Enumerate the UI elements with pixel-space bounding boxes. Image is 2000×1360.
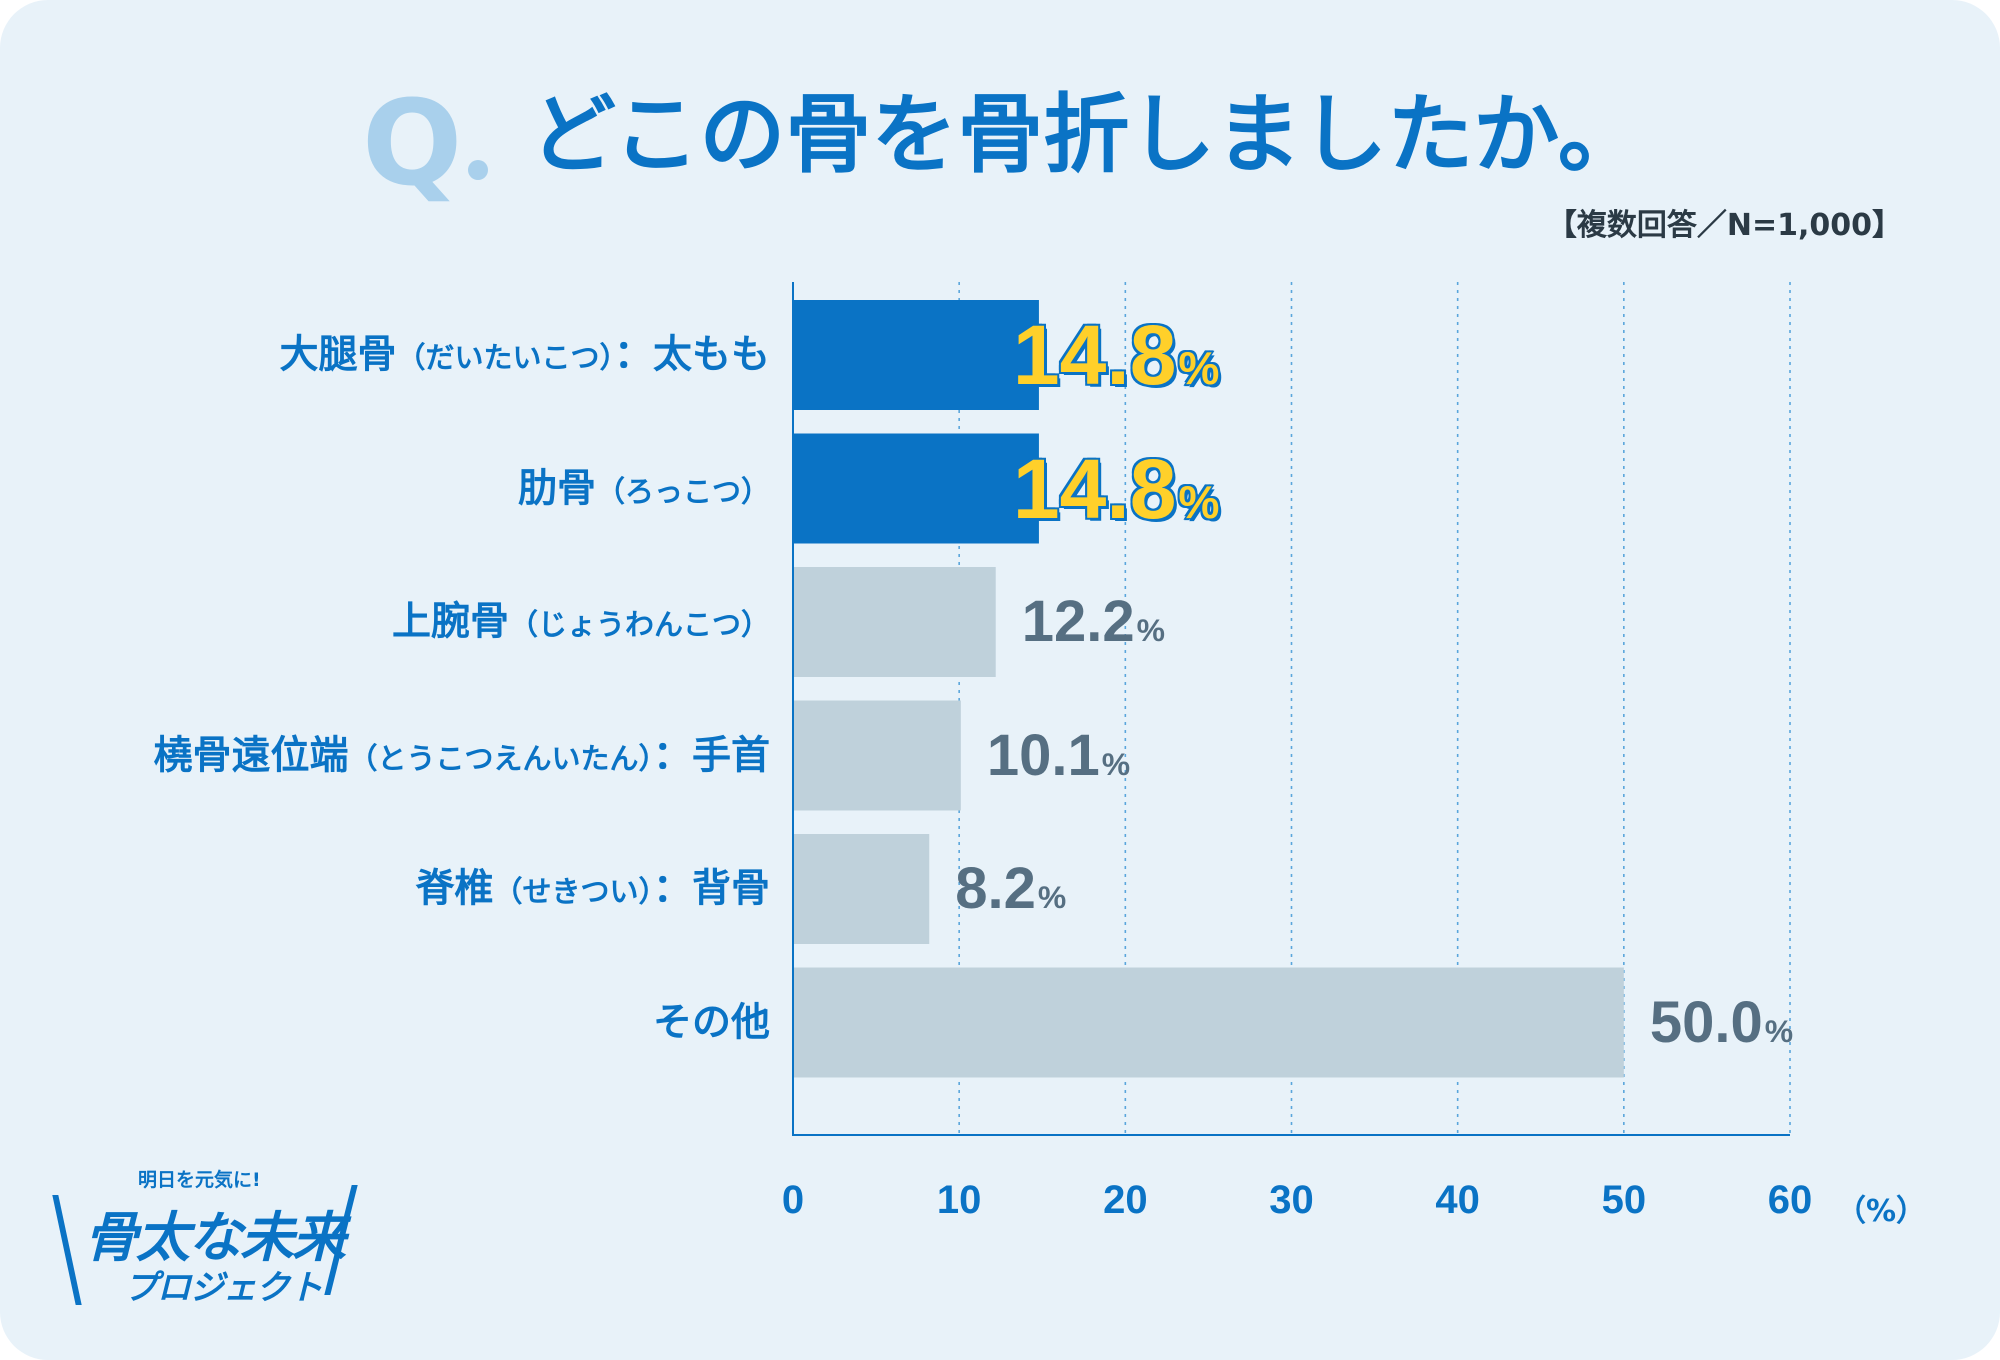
value-label-4: 8.2% [955, 860, 1066, 918]
category-label-0: 大腿骨（だいたいこつ）：太もも [279, 336, 770, 375]
project-logo: 明日を元気に! 骨太な未来 プロジェクト [52, 1165, 358, 1315]
x-tick-40: 40 [1435, 1178, 1480, 1222]
category-main: その他 [652, 1000, 770, 1045]
question-mark-dot [468, 160, 488, 180]
category-label-1: 肋骨（ろっこつ） [518, 469, 770, 508]
value-label-2: 12.2% [1022, 593, 1165, 651]
category-suffix: ：手首 [652, 733, 770, 778]
category-label-5: その他 [653, 1003, 770, 1042]
value-label-3: 10.1% [987, 726, 1131, 785]
bar-3 [793, 700, 961, 811]
x-tick-30: 30 [1269, 1178, 1314, 1222]
sample-note: 【複数回答／N=1,000】 [1546, 208, 1902, 243]
value-unit: % [1177, 342, 1221, 394]
x-tick-20: 20 [1103, 1178, 1148, 1222]
x-tick-50: 50 [1601, 1178, 1647, 1222]
logo-main-text: 骨太な未来 [84, 1206, 346, 1269]
logo-tagline: 明日を元気に! [138, 1169, 261, 1191]
value-number: 50.0 [1649, 989, 1763, 1055]
value-label-5: 50.0% [1650, 993, 1794, 1052]
category-label-2: 上腕骨（じょうわんこつ） [392, 603, 770, 642]
category-reading: （とうこつえんいたん） [348, 741, 653, 775]
value-unit: % [1101, 745, 1131, 782]
category-main: 橈骨遠位端 [153, 733, 349, 778]
bar-2 [793, 567, 996, 677]
category-suffix: ：太もも [613, 332, 770, 378]
value-label-0: 14.8% [1011, 312, 1221, 399]
category-suffix: ：背骨 [652, 866, 770, 912]
category-reading: （だいたいこつ） [396, 340, 614, 375]
value-unit: % [1037, 879, 1067, 915]
value-unit: % [1177, 475, 1221, 528]
category-reading: （せきつい） [493, 874, 653, 909]
x-axis-unit: （%） [1836, 1194, 1927, 1229]
x-tick-60: 60 [1767, 1178, 1813, 1222]
bar-0 [793, 300, 1039, 410]
value-number: 8.2 [955, 856, 1036, 921]
value-unit: % [1136, 612, 1165, 648]
chart-title: どこの骨を骨折しましたか。 [530, 85, 1644, 185]
category-label-4: 脊椎（せきつい）：背骨 [415, 870, 770, 909]
category-reading: （じょうわんこつ） [508, 607, 770, 642]
category-main: 上腕骨 [391, 599, 509, 645]
category-main: 大腿骨 [279, 332, 397, 378]
value-number: 14.8 [1011, 441, 1177, 536]
bar-1 [793, 433, 1039, 544]
question-mark-q: Q [362, 74, 462, 212]
value-number: 12.2 [1021, 589, 1135, 654]
value-number: 10.1 [986, 722, 1100, 788]
category-main: 肋骨 [517, 466, 596, 511]
category-label-3: 橈骨遠位端（とうこつえんいたん）：手首 [153, 736, 770, 775]
bar-4 [793, 834, 930, 944]
x-tick-10: 10 [936, 1178, 982, 1222]
bar-5 [793, 967, 1624, 1078]
x-tick-0: 0 [781, 1178, 805, 1222]
value-unit: % [1764, 1012, 1794, 1049]
logo-sub-text: プロジェクト [124, 1268, 323, 1308]
category-reading: （ろっこつ） [595, 474, 770, 508]
value-label-1: 14.8% [1011, 445, 1221, 532]
category-main: 脊椎 [415, 866, 494, 912]
value-number: 14.8 [1011, 308, 1177, 402]
